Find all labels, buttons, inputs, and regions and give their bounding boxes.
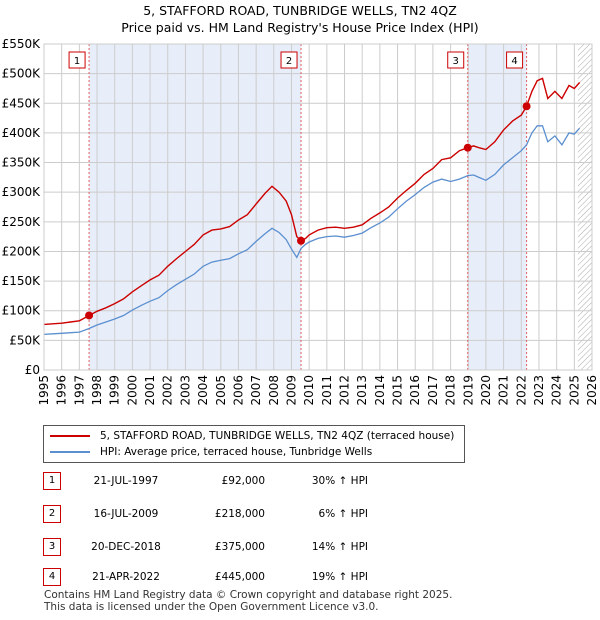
y-tick-label: £100K — [2, 304, 42, 318]
legend-label-property: 5, STAFFORD ROAD, TUNBRIDGE WELLS, TN2 4… — [100, 430, 455, 442]
y-tick-label: £350K — [2, 156, 42, 170]
x-tick-label: 2025 — [567, 375, 581, 406]
y-tick-label: £150K — [2, 274, 42, 288]
shaded-period — [467, 44, 527, 370]
x-tick-label: 2019 — [461, 375, 475, 406]
chart-legend: 5, STAFFORD ROAD, TUNBRIDGE WELLS, TN2 4… — [43, 425, 465, 463]
chart-title: 5, STAFFORD ROAD, TUNBRIDGE WELLS, TN2 4… — [143, 3, 457, 18]
y-tick-label: £250K — [2, 215, 42, 229]
sale-marker — [463, 143, 472, 152]
legend-label-hpi: HPI: Average price, terraced house, Tunb… — [100, 446, 373, 458]
transaction-date: 21-APR-2022 — [92, 571, 160, 583]
price-chart: 1 2 3 4 £0 £50K £100K £150K £200K £250K £300K £350… — [2, 37, 599, 406]
plot-frame — [43, 43, 593, 371]
x-tick-label: 2023 — [532, 375, 546, 406]
legend-item-property: 5, STAFFORD ROAD, TUNBRIDGE WELLS, TN2 4… — [50, 429, 454, 443]
x-tick-label: 2022 — [514, 375, 528, 406]
x-tick-label: 2005 — [214, 375, 228, 406]
transaction-price: £218,000 — [214, 508, 265, 520]
table-row: 2 16-JUL-2009 £218,000 6% ↑ HPI — [43, 505, 443, 523]
y-tick-label: £0 — [25, 363, 40, 377]
hpi-line — [43, 125, 581, 336]
sale-marker — [522, 102, 531, 111]
x-tick-label: 2010 — [302, 375, 316, 406]
transaction-number: 4 — [43, 568, 61, 586]
transaction-label-box — [506, 51, 524, 69]
x-tick-label: 2013 — [355, 375, 369, 406]
x-tick-label: 1999 — [108, 375, 122, 406]
x-tick-label: 2002 — [161, 375, 175, 406]
x-tick-label: 2020 — [479, 375, 493, 406]
chart-subtitle: Price paid vs. HM Land Registry's House … — [121, 20, 479, 35]
transaction-number: 1 — [43, 472, 61, 490]
transaction-label-box — [280, 51, 298, 69]
x-tick-label: 2021 — [497, 375, 511, 406]
footer-copyright: Contains HM Land Registry data © Crown c… — [44, 589, 453, 601]
table-row: 4 21-APR-2022 £445,000 19% ↑ HPI — [43, 568, 443, 586]
x-tick-label: 2007 — [249, 375, 263, 406]
x-tick-label: 2001 — [143, 375, 157, 406]
footer-licence: This data is licensed under the Open Gov… — [44, 601, 379, 613]
legend-swatch-red — [50, 435, 90, 437]
x-tick-label: 2026 — [585, 375, 599, 406]
transaction-price: £92,000 — [221, 475, 265, 487]
transaction-price: £375,000 — [214, 541, 265, 553]
x-tick-label: 2018 — [444, 375, 458, 406]
sale-marker — [85, 311, 94, 320]
y-tick-label: £450K — [2, 96, 42, 110]
x-tick-label: 1997 — [72, 375, 86, 406]
shaded-period — [89, 44, 302, 370]
y-tick-label: £200K — [2, 244, 42, 258]
transaction-price: £445,000 — [214, 571, 265, 583]
transaction-label: 2 — [286, 56, 292, 67]
transaction-hpi: 6% ↑ HPI — [318, 508, 368, 520]
table-row: 3 20-DEC-2018 £375,000 14% ↑ HPI — [43, 538, 443, 556]
x-tick-label: 2017 — [426, 375, 440, 406]
forecast-hatch — [577, 44, 592, 370]
y-tick-label: £400K — [2, 126, 42, 140]
y-tick-label: £550K — [2, 37, 42, 51]
y-tick-label: £50K — [9, 333, 41, 347]
x-tick-label: 2024 — [550, 375, 564, 406]
x-tick-label: 2000 — [125, 375, 139, 406]
x-tick-label: 1998 — [90, 375, 104, 406]
table-row: 1 21-JUL-1997 £92,000 30% ↑ HPI — [43, 472, 443, 490]
sale-marker — [297, 236, 306, 245]
x-tick-label: 2011 — [320, 375, 334, 406]
transaction-hpi: 19% ↑ HPI — [311, 571, 368, 583]
x-tick-label: 2016 — [408, 375, 422, 406]
x-tick-label: 2006 — [231, 375, 245, 406]
transaction-number: 3 — [43, 538, 61, 556]
x-tick-label: 2009 — [284, 375, 298, 406]
x-tick-label: 2015 — [391, 375, 405, 406]
transaction-date: 20-DEC-2018 — [91, 541, 161, 553]
x-tick-label: 1996 — [55, 375, 69, 406]
y-tick-label: £300K — [2, 185, 42, 199]
transaction-label: 1 — [74, 56, 80, 67]
x-tick-label: 2014 — [373, 375, 387, 406]
y-tick-label: £500K — [2, 67, 42, 81]
x-tick-label: 2012 — [338, 375, 352, 406]
transaction-date: 21-JUL-1997 — [93, 475, 159, 487]
x-tick-label: 2004 — [196, 375, 210, 406]
x-tick-label: 2008 — [267, 375, 281, 406]
x-tick-label: 1995 — [37, 375, 51, 406]
transaction-label: 3 — [453, 56, 459, 67]
footer: Contains HM Land Registry data © Crown c… — [44, 589, 452, 613]
transaction-date: 16-JUL-2009 — [93, 508, 159, 520]
x-tick-label: 2003 — [178, 375, 192, 406]
transaction-label-box — [447, 51, 465, 69]
legend-item-hpi: HPI: Average price, terraced house, Tunb… — [50, 445, 372, 459]
legend-swatch-blue — [50, 451, 90, 453]
transaction-label: 4 — [511, 56, 517, 67]
transaction-hpi: 30% ↑ HPI — [311, 475, 368, 487]
property-price-line — [43, 77, 581, 326]
transaction-hpi: 14% ↑ HPI — [311, 541, 368, 553]
transaction-number: 2 — [43, 505, 61, 523]
transaction-label-box — [68, 51, 86, 69]
